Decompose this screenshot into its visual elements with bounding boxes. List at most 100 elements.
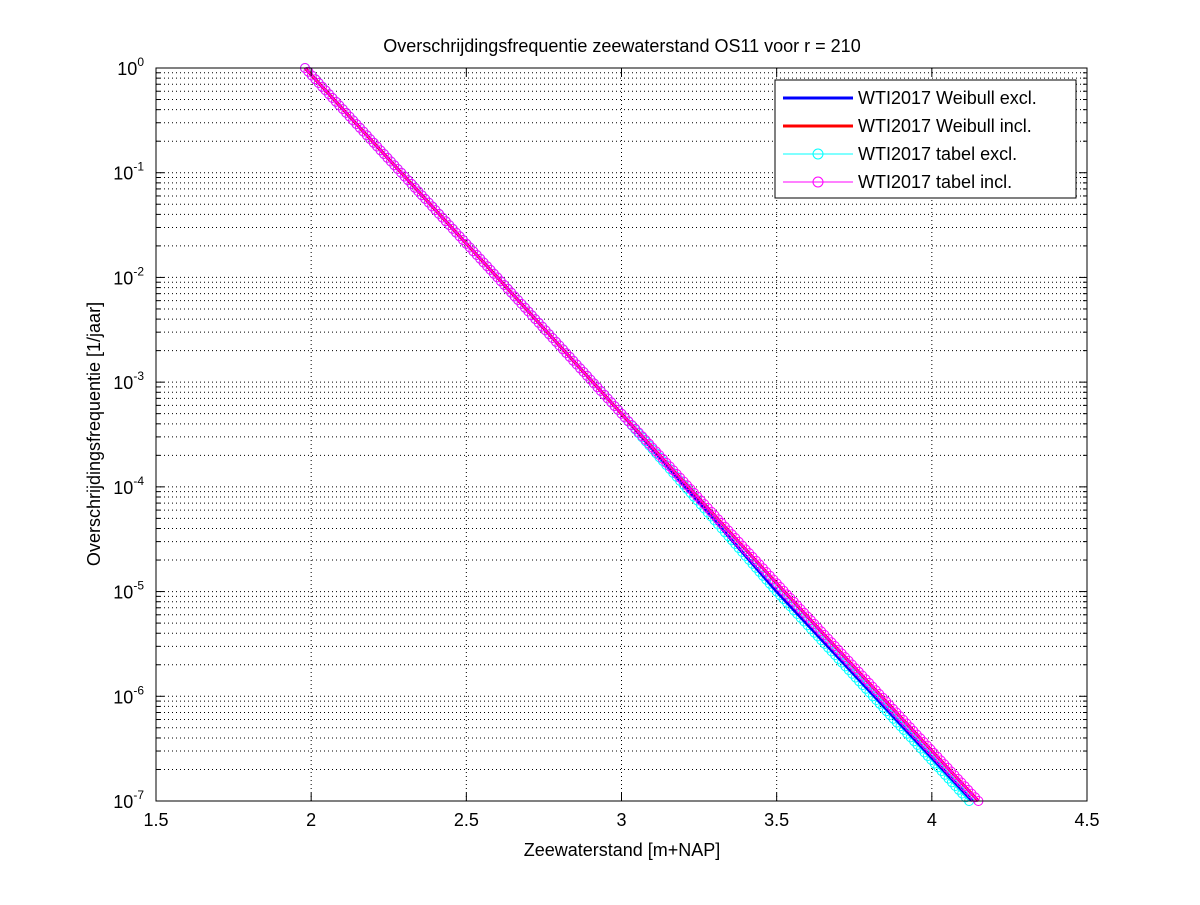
- series-point: [630, 423, 641, 434]
- series-point: [551, 336, 561, 347]
- series-point: [874, 698, 885, 709]
- series-point: [854, 676, 865, 687]
- series-point: [905, 722, 915, 733]
- series-point: [864, 677, 874, 688]
- y-tick-base: 10: [117, 59, 137, 79]
- series-point: [888, 713, 899, 724]
- series-point: [878, 702, 889, 713]
- series-point: [520, 302, 530, 313]
- series-point: [860, 674, 871, 685]
- series-point: [575, 363, 586, 374]
- series-point: [368, 137, 379, 148]
- series-point: [668, 465, 679, 476]
- series-point: [816, 626, 827, 637]
- series-point: [867, 681, 878, 692]
- series-point: [396, 167, 407, 178]
- series-point: [461, 238, 472, 249]
- x-tick-label: 2.5: [454, 810, 479, 830]
- series-point: [915, 733, 926, 744]
- series-point: [823, 633, 833, 644]
- series-point: [379, 149, 389, 159]
- series-point: [901, 718, 912, 729]
- legend-label: WTI2017 tabel excl.: [858, 144, 1017, 164]
- series-point: [946, 766, 956, 777]
- series-point: [751, 562, 761, 573]
- series-point: [966, 788, 977, 799]
- series-point: [744, 548, 755, 559]
- series-point: [303, 66, 314, 77]
- series-point: [509, 291, 520, 302]
- series-point: [928, 748, 939, 758]
- series-point: [317, 81, 328, 92]
- legend-label: WTI2017 Weibull excl.: [858, 88, 1037, 108]
- series-point: [354, 122, 365, 133]
- series-point: [795, 604, 806, 615]
- series-point: [571, 359, 582, 370]
- y-tick-exponent: -4: [133, 474, 144, 488]
- series-point: [578, 367, 589, 377]
- series-point: [812, 622, 823, 633]
- series-point: [502, 283, 513, 294]
- y-tick-label: 10-2: [113, 264, 144, 288]
- series-point: [861, 683, 871, 694]
- series-point: [870, 685, 881, 696]
- series-point: [664, 461, 675, 472]
- series-point: [761, 567, 772, 577]
- series-point: [963, 784, 974, 795]
- series-point: [602, 393, 613, 404]
- series-point: [764, 570, 775, 581]
- series-point: [702, 502, 713, 513]
- y-tick-label: 10-4: [113, 474, 144, 498]
- series-point: [644, 438, 655, 449]
- series-point: [730, 533, 741, 543]
- series-point: [330, 96, 341, 107]
- series-point: [382, 152, 393, 163]
- series-point: [894, 711, 905, 722]
- series-point: [592, 382, 603, 393]
- series-point: [809, 618, 820, 629]
- x-tick-label: 4.5: [1074, 810, 1099, 830]
- series-point: [341, 107, 352, 118]
- series-point: [495, 276, 506, 287]
- series-point: [320, 85, 331, 96]
- series-point: [492, 272, 503, 283]
- series-point: [792, 600, 803, 611]
- series-point: [871, 695, 882, 705]
- series-point: [747, 551, 758, 562]
- series-point: [530, 314, 541, 325]
- series-point: [719, 521, 730, 532]
- series-point: [949, 770, 960, 781]
- y-tick-exponent: -6: [133, 683, 144, 697]
- series-point: [444, 220, 455, 231]
- series-point: [908, 725, 919, 736]
- x-tick-label: 1.5: [143, 810, 168, 830]
- series-point: [829, 641, 840, 651]
- series-point: [850, 663, 861, 674]
- series-point: [932, 751, 943, 762]
- series-point: [675, 472, 686, 483]
- series-point: [881, 696, 892, 707]
- series-point: [547, 333, 558, 343]
- series-point: [857, 680, 868, 691]
- series-point: [785, 593, 796, 603]
- series-point: [385, 156, 396, 167]
- y-tick-base: 10: [113, 478, 133, 498]
- legend: WTI2017 Weibull excl. WTI2017 Weibull inc…: [774, 79, 1077, 199]
- series-point: [557, 344, 568, 355]
- series-point: [726, 529, 737, 540]
- series-point: [935, 755, 946, 766]
- legend-label: WTI2017 tabel incl.: [858, 172, 1012, 192]
- series-point: [554, 340, 565, 351]
- y-tick-exponent: -5: [133, 579, 144, 593]
- series-point: [399, 171, 410, 182]
- y-tick-exponent: -1: [133, 160, 144, 174]
- series-point: [361, 130, 372, 141]
- series-point: [526, 310, 537, 321]
- series-point: [582, 370, 592, 381]
- series-point: [895, 721, 906, 732]
- legend-marker: [812, 148, 824, 160]
- series-point: [709, 510, 720, 521]
- series-point: [853, 666, 864, 677]
- series-point: [826, 637, 837, 648]
- series-point: [599, 389, 610, 400]
